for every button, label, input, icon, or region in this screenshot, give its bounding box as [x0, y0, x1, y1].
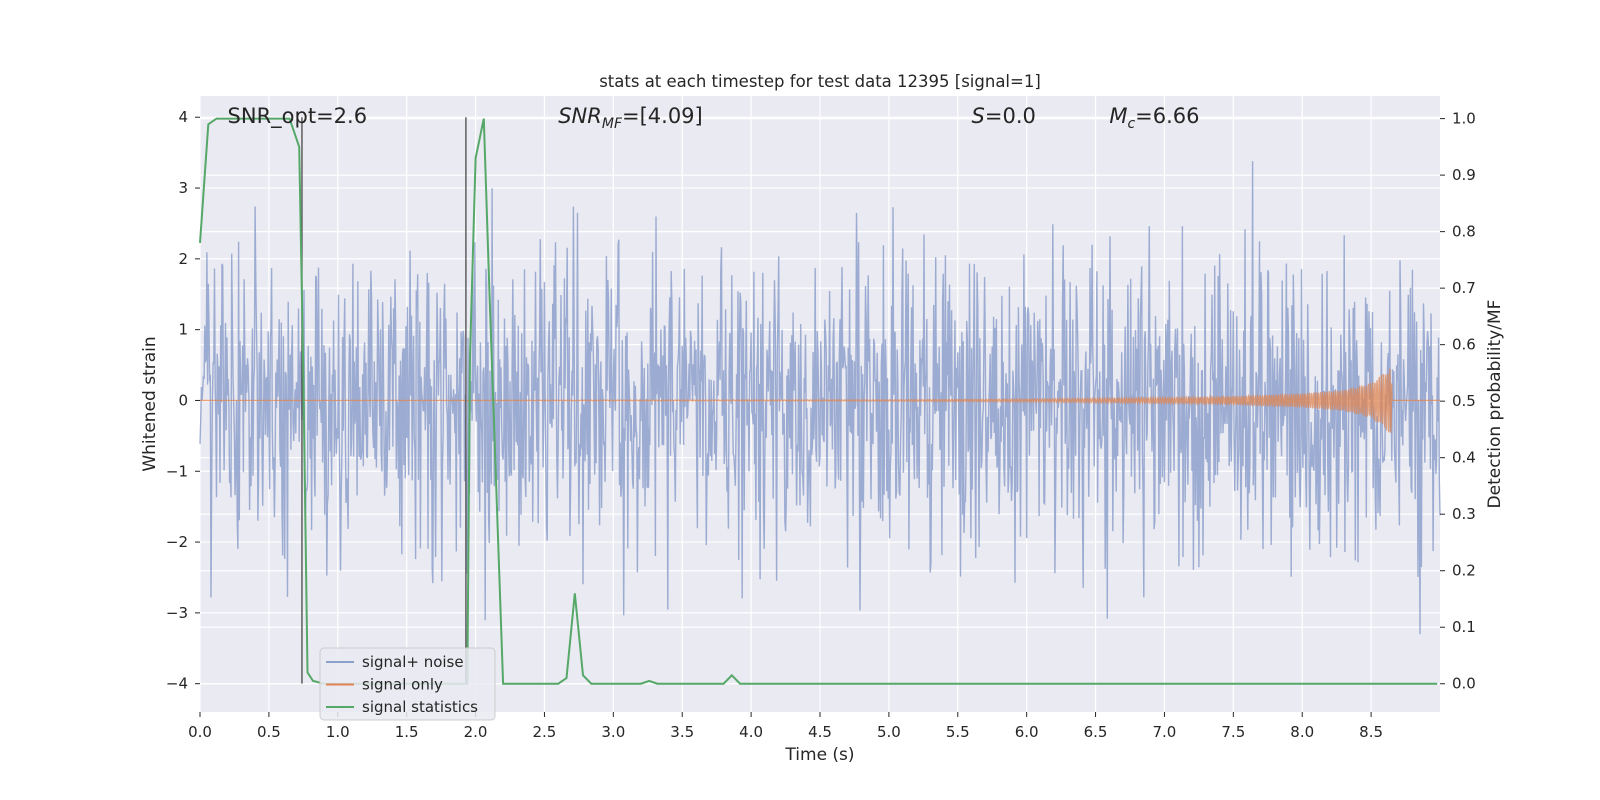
y-tick-label-left: 2 — [178, 250, 188, 268]
x-tick-labels: 0.0 0.5 1.0 1.5 2.0 2.5 3.0 3.5 4.0 4.5 5.0 5.5 6.0 6… — [188, 712, 1383, 741]
series-signal-only — [200, 368, 1440, 433]
series-signal-noise — [199, 161, 1441, 635]
noise-line — [199, 161, 1441, 635]
x-tick-label: 8.0 — [1290, 723, 1314, 741]
y-tick-label-left: −4 — [166, 675, 188, 693]
signal-statistics-line — [199, 117, 1438, 685]
annotation-label: S=0.0 — [972, 104, 1036, 128]
x-axis-label: Time (s) — [784, 745, 854, 765]
x-tick-label: 1.5 — [395, 723, 419, 741]
chart-title: stats at each timestep for test data 123… — [599, 72, 1041, 91]
y-tick-label-right: 0.4 — [1452, 449, 1476, 467]
y-tick-label-right: 0.6 — [1452, 336, 1476, 354]
x-tick-label: 3.0 — [601, 723, 625, 741]
x-tick-label: 6.0 — [1015, 723, 1039, 741]
legend: signal+ noise signal only signal statistic… — [319, 647, 496, 721]
y-tick-label-left: −2 — [166, 533, 188, 551]
y-tick-label-right: 0.3 — [1452, 505, 1476, 523]
annotation-label: SNRMF=[4.09] — [558, 104, 703, 132]
legend-label: signal statistics — [362, 698, 478, 716]
x-tick-label: 0.0 — [188, 723, 212, 741]
y-tick-label-left: −3 — [166, 604, 188, 622]
vertical-markers — [301, 117, 467, 684]
x-tick-label: 4.5 — [808, 723, 832, 741]
annotations: SNR_opt=2.6 SNRMF=[4.09] S=0.0 Mc=6.66 — [228, 104, 1200, 132]
legend-label: signal only — [362, 676, 443, 694]
y-tick-label-left: 1 — [178, 321, 188, 339]
y-tick-label-left: −1 — [166, 462, 188, 480]
y-tick-label-right: 0.8 — [1452, 223, 1476, 241]
x-tick-label: 4.0 — [739, 723, 763, 741]
x-tick-label: 8.5 — [1359, 723, 1383, 741]
x-tick-label: 5.5 — [946, 723, 970, 741]
annotation-label: SNR_opt=2.6 — [228, 104, 368, 129]
y-axis-label-left: Whitened strain — [140, 336, 160, 471]
x-tick-label: 7.0 — [1153, 723, 1177, 741]
x-tick-label: 6.5 — [1084, 723, 1108, 741]
legend-label: signal+ noise — [362, 653, 464, 671]
left-y-tick-labels: −4 −3 −2 −1 0 1 2 3 4 — [166, 108, 200, 693]
x-tick-label: 5.0 — [877, 723, 901, 741]
x-tick-label: 1.0 — [326, 723, 350, 741]
y-axis-label-right: Detection probability/MF — [1485, 300, 1505, 509]
x-tick-label: 2.0 — [464, 723, 488, 741]
y-tick-label-left: 3 — [178, 179, 188, 197]
y-tick-label-right: 0.0 — [1452, 675, 1476, 693]
y-tick-label-right: 0.7 — [1452, 279, 1476, 297]
y-tick-label-right: 0.2 — [1452, 562, 1476, 580]
y-tick-label-right: 0.9 — [1452, 166, 1476, 184]
y-tick-label-right: 0.5 — [1452, 392, 1476, 410]
legend-box — [319, 647, 496, 721]
y-tick-label-right: 1.0 — [1452, 110, 1476, 128]
x-tick-label: 0.5 — [257, 723, 281, 741]
series-signal-statistics — [199, 117, 1438, 685]
annotation-label: Mc=6.66 — [1109, 104, 1199, 132]
signal-only-line — [200, 368, 1440, 433]
x-tick-label: 7.5 — [1221, 723, 1245, 741]
y-tick-label-left: 4 — [178, 108, 188, 126]
y-tick-label-right: 0.1 — [1452, 618, 1476, 636]
right-y-tick-labels: 0.0 0.1 0.2 0.3 0.4 0.5 0.6 0.7 0.8 0.9 1.0 — [1440, 110, 1476, 693]
y-tick-label-left: 0 — [178, 391, 188, 409]
x-tick-label: 2.5 — [533, 723, 557, 741]
x-tick-label: 3.5 — [670, 723, 694, 741]
